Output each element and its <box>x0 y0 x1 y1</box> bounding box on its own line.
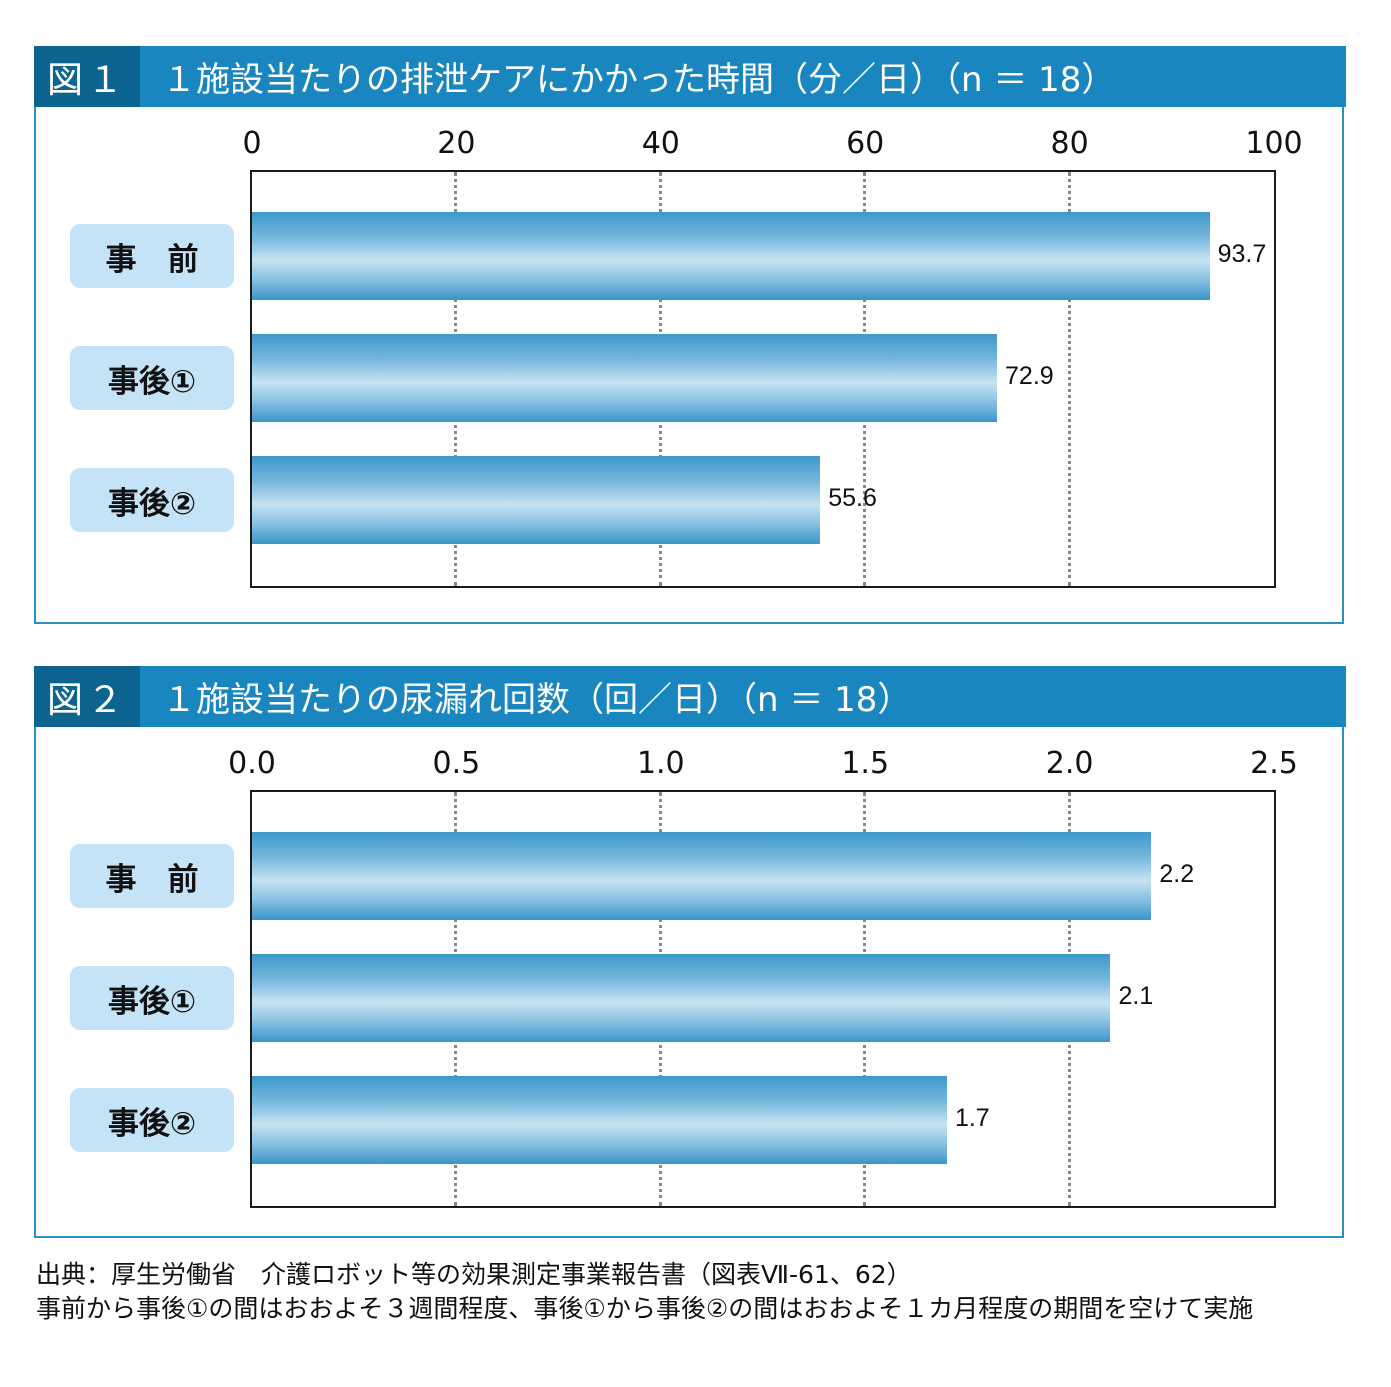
plot-area: 2.2 2.1 1.7 <box>250 790 1276 1208</box>
category-label: 事 前 <box>70 844 234 908</box>
x-tick-label: 1.5 <box>841 746 889 781</box>
x-tick-label: 20 <box>437 126 475 161</box>
category-label: 事 前 <box>70 224 234 288</box>
chart-panel-2: 図２ １施設当たりの尿漏れ回数（回／日）（n ＝ 18） 0.0 0.5 1.0 1.… <box>34 666 1344 1238</box>
bar <box>252 334 997 422</box>
bar-value-label: 2.2 <box>1159 860 1194 889</box>
figure-number: 図２ <box>34 666 140 727</box>
category-label: 事後① <box>70 966 234 1030</box>
bar-value-label: 2.1 <box>1118 982 1153 1011</box>
bar <box>252 1076 947 1164</box>
source-note: 出典：厚生労働省 介護ロボット等の効果測定事業報告書（図表Ⅶ-61、62） 事前… <box>36 1258 1356 1326</box>
bar-value-label: 1.7 <box>955 1104 990 1133</box>
x-tick-label: 80 <box>1051 126 1089 161</box>
x-tick-label: 1.0 <box>637 746 685 781</box>
bar-value-label: 93.7 <box>1218 240 1267 269</box>
x-tick-label: 40 <box>642 126 680 161</box>
bar <box>252 832 1151 920</box>
x-tick-label: 2.0 <box>1046 746 1094 781</box>
source-line-2: 事前から事後①の間はおおよそ３週間程度、事後①から事後②の間はおおよそ１カ月程度… <box>36 1292 1356 1326</box>
x-tick-label: 0 <box>242 126 261 161</box>
category-label: 事後② <box>70 468 234 532</box>
x-tick-label: 2.5 <box>1250 746 1298 781</box>
category-label: 事後① <box>70 346 234 410</box>
bar-value-label: 55.6 <box>828 484 877 513</box>
chart-header: 図２ １施設当たりの尿漏れ回数（回／日）（n ＝ 18） <box>34 666 1346 727</box>
x-tick-label: 0.0 <box>228 746 276 781</box>
chart-panel-1: 図１ １施設当たりの排泄ケアにかかった時間（分／日）（n ＝ 18） 0 20 40… <box>34 46 1344 624</box>
x-tick-label: 100 <box>1245 126 1302 161</box>
chart-title: １施設当たりの排泄ケアにかかった時間（分／日）（n ＝ 18） <box>140 52 1115 101</box>
chart-header: 図１ １施設当たりの排泄ケアにかかった時間（分／日）（n ＝ 18） <box>34 46 1346 107</box>
bar <box>252 456 820 544</box>
category-label: 事後② <box>70 1088 234 1152</box>
plot-area: 93.7 72.9 55.6 <box>250 170 1276 588</box>
x-tick-label: 60 <box>846 126 884 161</box>
bar <box>252 954 1110 1042</box>
bar <box>252 212 1210 300</box>
bar-value-label: 72.9 <box>1005 362 1054 391</box>
source-line-1: 出典：厚生労働省 介護ロボット等の効果測定事業報告書（図表Ⅶ-61、62） <box>36 1258 1356 1292</box>
figure-number: 図１ <box>34 46 140 107</box>
x-tick-label: 0.5 <box>433 746 481 781</box>
chart-title: １施設当たりの尿漏れ回数（回／日）（n ＝ 18） <box>140 672 911 721</box>
